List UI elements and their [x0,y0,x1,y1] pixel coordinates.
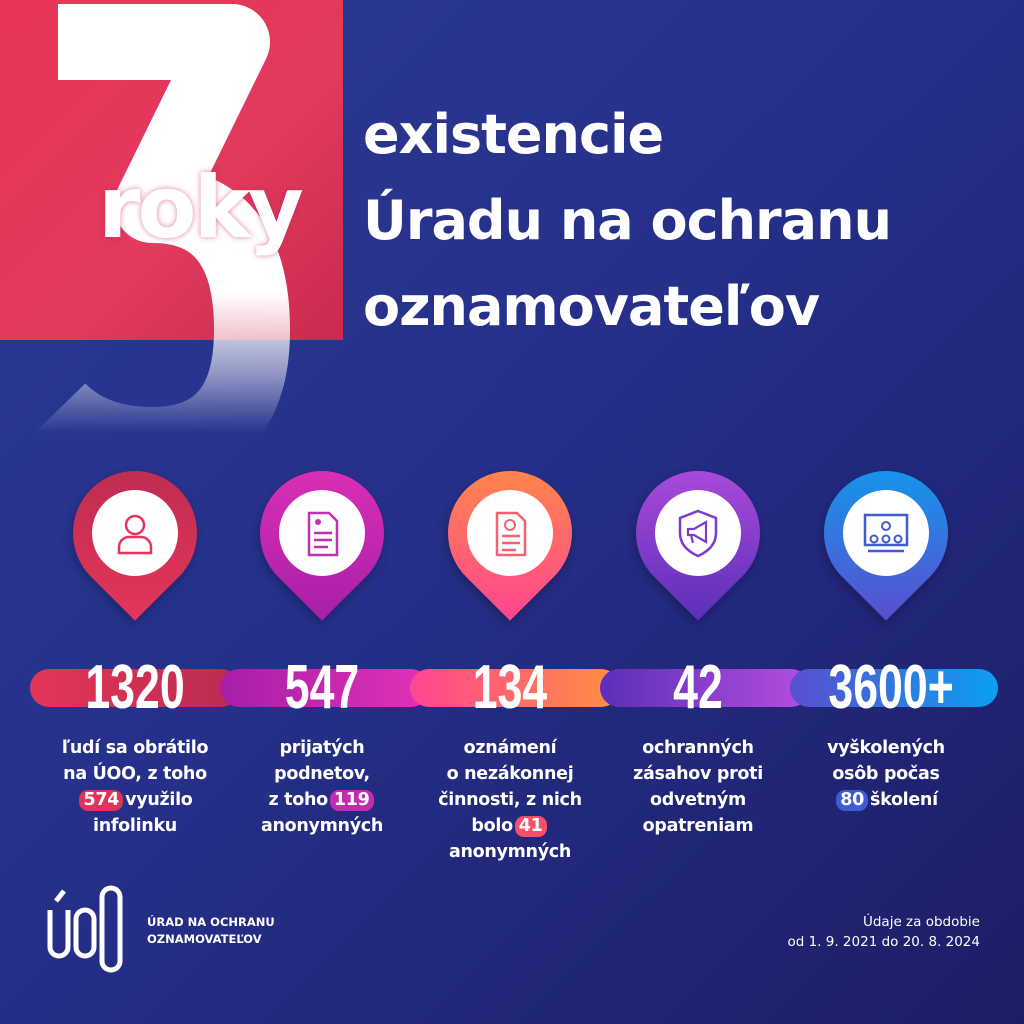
org-name-line: OZNAMOVATEĽOV [147,932,262,946]
description-line: ochranných [607,735,789,761]
description-line: bolo 41 [419,813,601,839]
description-line: zásahov proti [607,761,789,787]
description-text: osôb počas [832,764,940,784]
period-label: Údaje za obdobie [862,914,980,930]
stat-value: 42 [673,653,723,722]
description-line: z toho 119 [231,787,413,813]
description-text: anonymných [448,842,572,862]
stat-value: 134 [472,653,548,722]
highlight-badge: 574 [79,790,124,811]
description-text: podnetov, [274,764,370,784]
description-text: z toho [268,790,329,810]
description-text: vyškolených [827,738,945,758]
pin-icon-circle [655,490,741,576]
highlight-badge: 119 [329,790,374,811]
description-line: odvetným [607,787,789,813]
description-text: školení [869,790,938,810]
org-name: ÚRAD NA OCHRANU OZNAMOVATEĽOV [147,914,275,948]
hero-word-part1: ro [98,158,196,258]
hero-number-graphic [30,4,290,483]
description-line: opatreniam [607,813,789,839]
highlight-badge: 41 [514,816,547,837]
uoo-logo [47,885,123,973]
description-line: prijatých [231,735,413,761]
description-text: bolo [471,816,513,836]
stat-value: 547 [284,653,360,722]
description-line: 574 využilo [44,787,226,813]
title-line: Úradu na ochranu [363,189,892,252]
person-icon [117,514,153,555]
hero-word: roky [98,158,304,258]
description-line: o nezákonnej [419,761,601,787]
description-line: podnetov, [231,761,413,787]
description-text: využilo [125,790,193,810]
description-text: na ÚOO, z toho [63,764,207,784]
stat-description: ľudí sa obrátilo na ÚOO, z toho 574 využilo… [44,735,226,839]
description-text: odvetným [650,790,746,810]
description-text: činnosti, z nich [438,790,582,810]
description-text: ochranných [642,738,754,758]
highlight-badge: 80 [836,790,868,811]
stat-description: prijatých podnetov, z toho 119 anonymných [231,735,413,839]
description-text: opatreniam [642,816,754,836]
period-dates: od 1. 9. 2021 do 20. 8. 2024 [787,934,980,950]
pin-icon-circle [279,490,365,576]
description-line: anonymných [231,813,413,839]
stat-value: 3600+ [828,653,954,722]
report-document-icon [495,511,527,557]
org-name-line: ÚRAD NA OCHRANU [147,915,275,929]
description-text: o nezákonnej [446,764,574,784]
data-period: Údaje za obdobie od 1. 9. 2021 do 20. 8.… [787,912,980,952]
description-line: osôb počas [795,761,977,787]
description-line: ľudí sa obrátilo [44,735,226,761]
bar-segment [790,669,998,707]
description-text: infolinku [93,816,177,836]
title-line: existencie [363,103,664,166]
description-text: prijatých [279,738,365,758]
description-line: oznámení [419,735,601,761]
bar-segment [30,669,240,707]
description-text: oznámení [463,738,557,758]
description-text: ľudí sa obrátilo [61,738,209,758]
bar-segment [410,669,620,707]
document-icon [307,511,339,557]
description-text: anonymných [260,816,384,836]
bar-segment [220,669,430,707]
description-line: na ÚOO, z toho [44,761,226,787]
stat-description: ochranných zásahov proti odvetným opatrenia… [607,735,789,839]
stats-bar [30,669,998,707]
hero-word-part2: ky [193,158,304,258]
bar-segment [600,669,810,707]
pin-icon-circle [467,490,553,576]
page-title: existencie Úradu na ochranu oznamovateľo… [363,92,892,350]
pin-icon-circle [843,490,929,576]
shield-megaphone-icon [678,509,718,558]
stat-value: 1320 [85,653,185,722]
stat-description: vyškolených osôb počas 80 školení [795,735,977,813]
description-line: činnosti, z nich [419,787,601,813]
pin-icon-circle [92,490,178,576]
description-line: anonymných [419,839,601,865]
title-line: oznamovateľov [363,275,820,338]
description-line: 80 školení [795,787,977,813]
stat-description: oznámení o nezákonnej činnosti, z nich bolo… [419,735,601,865]
description-text: zásahov proti [633,764,763,784]
training-icon [863,513,909,553]
description-line: vyškolených [795,735,977,761]
description-line: infolinku [44,813,226,839]
